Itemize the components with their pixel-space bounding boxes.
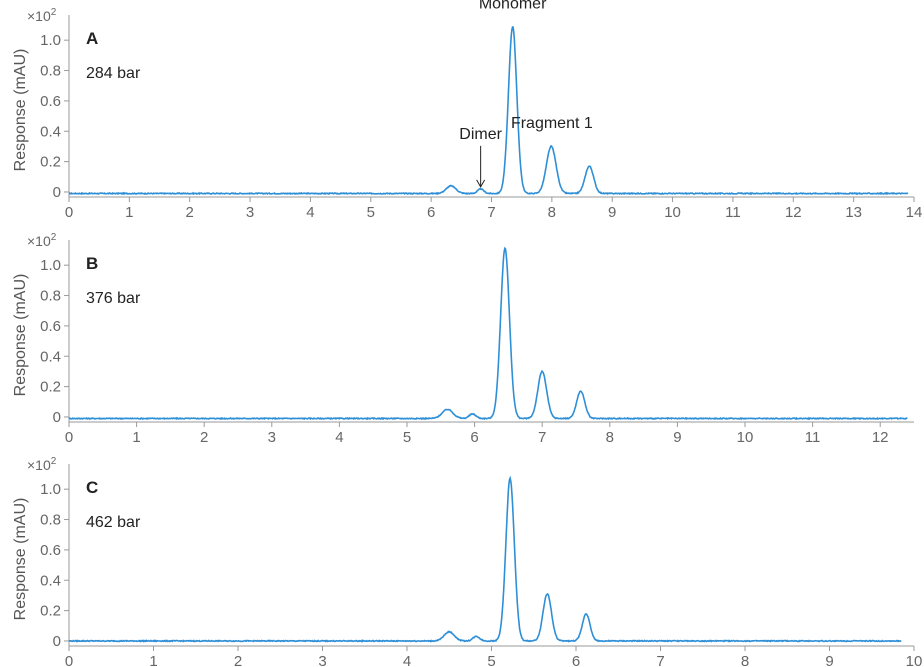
annotation-arrow-head (476, 179, 486, 188)
panel-label: A (86, 29, 98, 48)
x-tick-label: 8 (741, 653, 749, 667)
y-tick-label: 1.0 (40, 257, 61, 274)
chromatogram-trace (68, 246, 908, 421)
x-tick-label: 6 (572, 653, 580, 667)
x-tick-label: 3 (268, 429, 276, 446)
chart-panel-c: 0 0.2 0.4 0.6 0.8 1.0 0 1 2 3 4 5 6 7 8 9 10 ×102 Response… (12, 456, 922, 667)
y-tick-label: 0.8 (40, 512, 61, 529)
x-tick-label: 12 (785, 204, 802, 221)
x-tick-label: 14 (906, 204, 923, 221)
x-tick-label: 3 (318, 653, 326, 667)
x-tick-label: 7 (656, 653, 664, 667)
y-tick-label: 0 (53, 633, 61, 650)
x-tick-label: 0 (65, 653, 73, 667)
x-tick-label: 6 (470, 429, 478, 446)
y-multiplier-label: ×102 (27, 7, 57, 24)
y-tick-label: 0 (53, 409, 61, 426)
x-tick-label: 7 (487, 204, 495, 221)
chromatogram-trace (68, 26, 909, 196)
x-tick-label: 0 (65, 429, 73, 446)
y-axis-title: Response (mAU) (12, 274, 29, 397)
chart-panel-b: 00.20.40.60.81.00 1 2 3 4 5 6 7 8 9 10 11 12×102Resp… (12, 232, 914, 446)
y-axis-title: Response (mAU) (12, 49, 29, 172)
peak-annotation: Monomer (479, 0, 547, 12)
x-tick-label: 9 (608, 204, 616, 221)
y-tick-label: 0 (53, 184, 61, 201)
chromatogram-trace (68, 475, 902, 643)
panel-label: B (86, 254, 98, 273)
x-tick-label: 1 (132, 429, 140, 446)
y-tick-label: 1.0 (40, 32, 61, 49)
y-tick-label: 0.2 (40, 603, 61, 620)
x-tick-label: 6 (427, 204, 435, 221)
y-tick-label: 0.6 (40, 318, 61, 335)
x-tick-label: 9 (825, 653, 833, 667)
x-tick-label: 2 (234, 653, 242, 667)
peak-annotation: Dimer (459, 126, 502, 143)
y-tick-label: 1.0 (40, 481, 61, 498)
x-tick-label: 10 (664, 204, 681, 221)
pressure-label: 376 bar (86, 290, 141, 307)
x-tick-label: 10 (906, 653, 923, 667)
x-tick-label: 7 (538, 429, 546, 446)
x-tick-label: 2 (186, 204, 194, 221)
x-tick-label: 2 (200, 429, 208, 446)
x-tick-label: 12 (872, 429, 889, 446)
y-multiplier-label: ×102 (27, 232, 57, 249)
x-tick-label: 5 (487, 653, 495, 667)
x-tick-label: 4 (306, 204, 314, 221)
x-tick-label: 5 (367, 204, 375, 221)
y-tick-label: 0.4 (40, 572, 61, 589)
x-tick-label: 11 (725, 204, 741, 221)
y-tick-label: 0.2 (40, 154, 61, 171)
x-tick-label: 8 (606, 429, 614, 446)
pressure-label: 284 bar (86, 65, 141, 82)
y-axis-title: Response (mAU) (12, 498, 29, 621)
y-tick-label: 0.8 (40, 288, 61, 305)
peak-annotation: Fragment 1 (511, 115, 593, 132)
x-tick-label: 4 (335, 429, 343, 446)
y-tick-label: 0.6 (40, 93, 61, 110)
panel-label: C (86, 478, 98, 497)
x-tick-label: 3 (246, 204, 254, 221)
x-tick-label: 0 (65, 204, 73, 221)
x-tick-label: 11 (805, 429, 821, 446)
x-tick-label: 1 (149, 653, 157, 667)
x-tick-label: 4 (403, 653, 411, 667)
x-tick-label: 13 (845, 204, 862, 221)
x-tick-label: 5 (403, 429, 411, 446)
x-tick-label: 8 (548, 204, 556, 221)
x-tick-label: 9 (673, 429, 681, 446)
y-tick-label: 0.6 (40, 542, 61, 559)
y-tick-label: 0.8 (40, 63, 61, 80)
y-tick-label: 0.4 (40, 123, 61, 140)
y-tick-label: 0.4 (40, 348, 61, 365)
chart-panel-a: 00.20.40.60.81.00 1 2 3 4 5 6 7 8 9 10 11 12 13 14×102… (12, 0, 922, 221)
x-tick-label: 10 (737, 429, 754, 446)
pressure-label: 462 bar (86, 514, 141, 531)
y-multiplier-label: ×102 (27, 456, 57, 473)
y-tick-label: 0.2 (40, 379, 61, 396)
x-tick-label: 1 (125, 204, 133, 221)
